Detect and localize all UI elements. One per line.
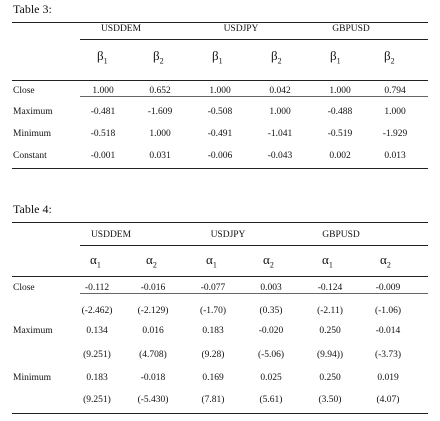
table4-cell: 0.134: [86, 326, 108, 336]
table3-cell: 0.031: [149, 151, 171, 161]
table4-top-rule: [12, 222, 428, 223]
table4-cell: -0.009: [375, 283, 401, 293]
table3-cell: -1.929: [382, 129, 408, 139]
table3-cell: -0.006: [207, 151, 233, 161]
table3-cell: -0.508: [207, 107, 233, 117]
table3-strike-rule: [80, 96, 428, 97]
table3-cell: 0.042: [269, 86, 291, 96]
table4-cell: 0.003: [260, 283, 282, 293]
table4-cell: -0.124: [317, 283, 343, 293]
table3-cell: -0.481: [90, 107, 116, 117]
table3-cell: 1.000: [92, 86, 114, 96]
table3-cell: -1.041: [267, 129, 293, 139]
table4-cell: (4.708): [139, 350, 167, 360]
table4-cell: (-3.73): [374, 350, 402, 360]
table3-cell: -0.491: [207, 129, 233, 139]
table4-cell: 0.016: [142, 326, 164, 336]
table3-row-label: Close: [13, 86, 35, 96]
table4-cell: 0.250: [319, 326, 341, 336]
table4-row-label: Close: [13, 283, 35, 293]
table3-group-usddem: USDDEM: [100, 24, 142, 34]
table4-cell: (-1.06): [374, 306, 402, 316]
table4-header-a2-usddem: α2: [146, 252, 157, 270]
table4-cell: 0.250: [319, 373, 341, 383]
table3-header-rule: [12, 80, 428, 81]
table3-header-b1-gbpusd: β1: [330, 48, 341, 66]
table4-cell: 0.019: [377, 373, 399, 383]
table3-cell: 0.013: [384, 151, 406, 161]
table3-cell: -0.518: [90, 129, 116, 139]
table4-cell: (-5.430): [137, 395, 169, 405]
table4-header-a1-gbpusd: α1: [322, 252, 333, 270]
table4-cell: (9.251): [83, 350, 111, 360]
table3-bottom-rule: [12, 168, 428, 169]
table4-cell: -0.020: [258, 326, 284, 336]
table4-header-a1-usdjpy: α1: [206, 252, 217, 270]
table4-title: Table 4:: [13, 202, 52, 216]
table4-row-label: Maximum: [13, 326, 53, 336]
table3-title: Table 3:: [13, 2, 52, 16]
table3-cell: 0.794: [384, 86, 406, 96]
table3-group-rule: [80, 39, 428, 40]
table3-header-b2-usddem: β2: [153, 48, 164, 66]
table3-cell: -0.488: [327, 107, 353, 117]
table4-group-usddem: USDDEM: [90, 230, 132, 240]
table3-cell: -0.043: [267, 151, 293, 161]
table4-group-usdjpy: USDJPY: [210, 230, 246, 240]
table4-cell: 0.183: [86, 373, 108, 383]
table3-cell: -0.001: [90, 151, 116, 161]
table4-header-a1-usddem: α1: [90, 252, 101, 270]
table3-row-label: Minimum: [13, 129, 52, 139]
table4-cell: 0.169: [202, 373, 224, 383]
table3-cell: 0.652: [149, 86, 171, 96]
table3-header-b2-usdjpy: β2: [271, 48, 282, 66]
table3-top-rule: [12, 22, 428, 23]
table4-cell: (4.07): [376, 395, 400, 405]
table3-row-label: Maximum: [13, 107, 53, 117]
table4-row-label: Minimum: [13, 373, 52, 383]
table4-cell: -0.016: [140, 283, 166, 293]
table4-cell: (-2.462): [81, 306, 113, 316]
table4-cell: -0.077: [200, 283, 226, 293]
table4-group-rule: [80, 245, 428, 246]
table3-cell: -1.609: [147, 107, 173, 117]
table4-header-rule: [12, 276, 428, 277]
table4-cell: 0.025: [260, 373, 282, 383]
table4-strike-rule: [80, 293, 428, 294]
table3-cell: 1.000: [384, 107, 406, 117]
table4-cell: (-5.06): [257, 350, 285, 360]
table4-cell: (-2.129): [137, 306, 169, 316]
table4-cell: -0.018: [140, 373, 166, 383]
table4-cell: -0.112: [84, 283, 110, 293]
table3-cell: 0.002: [329, 151, 351, 161]
table3-header-b1-usddem: β1: [97, 48, 108, 66]
table4-cell: (9.28): [201, 350, 225, 360]
table4-bottom-rule: [12, 413, 428, 414]
table4-cell: (3.50): [318, 395, 342, 405]
table3-header-b2-gbpusd: β2: [384, 48, 395, 66]
table4-cell: (-2.11): [317, 306, 343, 316]
table4-header-a2-gbpusd: α2: [380, 252, 391, 270]
table4-cell: (7.81): [201, 395, 225, 405]
table4-cell: (-1.70): [199, 306, 227, 316]
table4-cell: 0.183: [202, 326, 224, 336]
table4-cell: (5.61): [259, 395, 283, 405]
table4-cell: (9.251): [83, 395, 111, 405]
table3-group-usdjpy: USDJPY: [223, 24, 259, 34]
table3-header-b1-usdjpy: β1: [212, 48, 223, 66]
table3-cell: 1.000: [269, 107, 291, 117]
table3-cell: 1.000: [149, 129, 171, 139]
table3-cell: -0.519: [327, 129, 353, 139]
table3-cell: 1.000: [209, 86, 231, 96]
table3-row-label: Constant: [13, 151, 47, 161]
table4-cell: (0.35): [259, 306, 283, 316]
table3-cell: 1.000: [329, 86, 351, 96]
table3-group-gbpusd: GBPUSD: [332, 24, 370, 34]
table4-group-gbpusd: GBPUSD: [322, 230, 360, 240]
table4-cell: (9.94)): [316, 350, 344, 360]
table4-header-a2-usdjpy: α2: [263, 252, 274, 270]
table4-cell: -0.014: [375, 326, 401, 336]
